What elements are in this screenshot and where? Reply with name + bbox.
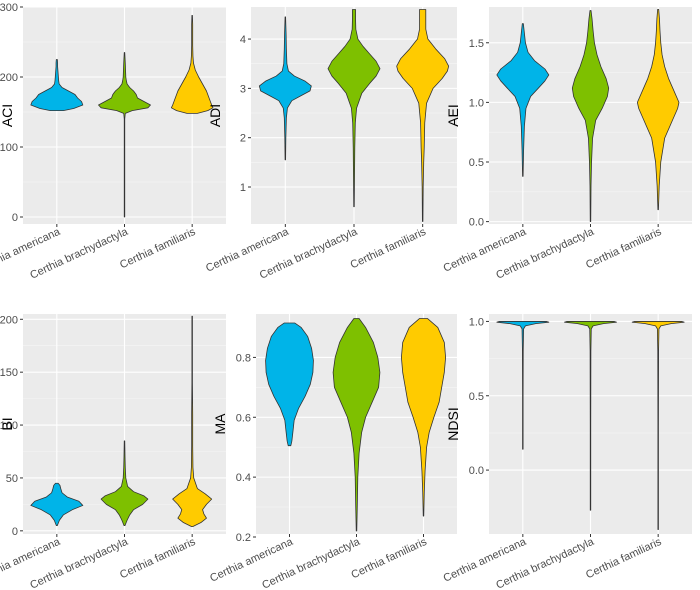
y-tick-label: 0.5 [469,391,484,403]
y-tick-label: 300 [0,2,18,14]
y-tick-label: 4 [240,34,246,46]
violin-certhia-familiaris [401,318,446,517]
y-tick-label: 0.0 [469,465,484,477]
violin-certhia-familiaris [396,9,450,222]
x-category-label: Certhia familiaris [349,226,429,272]
violin-certhia-familiaris [172,315,213,527]
y-tick-label: 3 [240,83,246,95]
violin-certhia-brachydactyla [571,10,610,223]
violin-certhia-familiaris [170,15,214,114]
y-axis-title: ACI [0,104,15,127]
violin-certhia-brachydactyla [332,318,381,532]
violin-certhia-americana [496,321,550,450]
violin-certhia-americana [30,59,84,111]
y-tick-label: 0.8 [236,352,251,364]
y-tick-label: 1 [240,182,246,194]
y-axis-title: NDSI [445,407,461,440]
violin-certhia-brachydactyla [100,440,149,526]
y-tick-label: 2 [240,133,246,145]
y-tick-label: 1.5 [469,38,484,50]
y-tick-label: 150 [0,367,18,379]
y-axis-title: MA [212,413,228,435]
y-tick-label: 100 [0,420,18,432]
y-tick-label: 0.2 [236,532,251,544]
violin-certhia-americana [258,16,312,161]
y-axis-title: ADI [207,104,223,127]
violin-certhia-familiaris [636,8,680,211]
x-category-label: Certhia familiaris [584,536,664,582]
y-axis-title: AEI [445,104,461,127]
y-tick-label: 0.6 [236,412,251,424]
x-category-label: Certhia familiaris [118,536,198,582]
y-axis-title: BI [0,417,15,430]
x-category-label: Certhia familiaris [584,226,664,272]
y-tick-label: 1.0 [469,97,484,109]
y-tick-label: 200 [0,72,18,84]
violin-certhia-brachydactyla [98,52,151,218]
y-tick-label: 50 [6,473,18,485]
y-tick-label: 0.5 [469,157,484,169]
y-tick-label: 0 [12,526,18,538]
violin-certhia-brachydactyla [327,9,381,208]
y-tick-label: 200 [0,314,18,326]
violin-certhia-americana [496,23,550,177]
violin-certhia-americana [30,482,84,526]
y-tick-label: 0 [12,212,18,224]
x-category-label: Certhia familiaris [349,536,429,582]
violin-certhia-americana [265,322,314,447]
y-tick-label: 0.0 [469,217,484,229]
y-tick-label: 1.0 [469,316,484,328]
violin-certhia-familiaris [631,321,685,530]
y-tick-label: 0.4 [236,472,251,484]
y-tick-label: 100 [0,142,18,154]
x-category-label: Certhia familiaris [118,226,198,272]
violin-certhia-brachydactyla [564,321,617,511]
